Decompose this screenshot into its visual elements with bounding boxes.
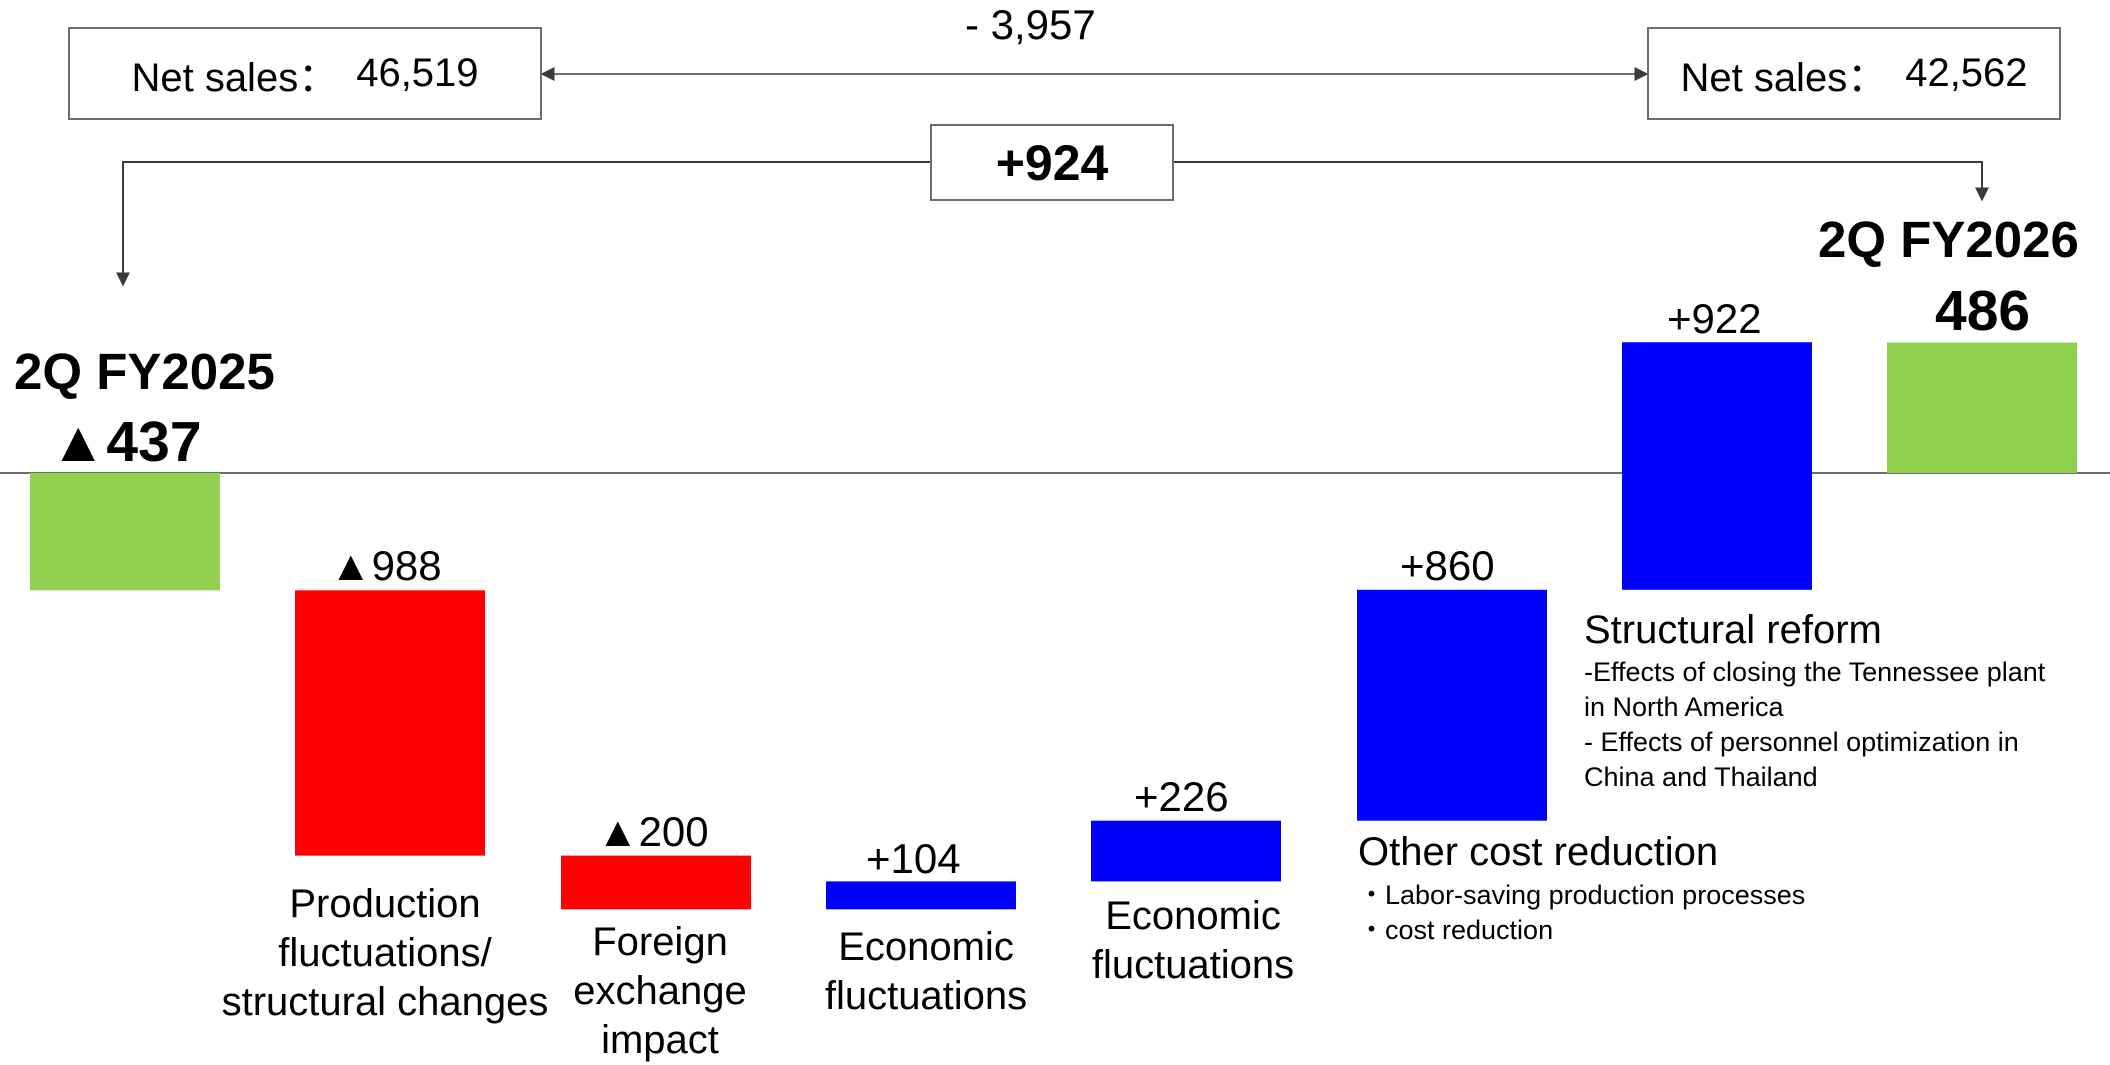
category-label-fx: Foreign exchange impact <box>551 918 769 1065</box>
category-label-structural: Structural reform <box>1584 608 1882 652</box>
notes-structural: -Effects of closing the Tennessee plant … <box>1584 655 2045 795</box>
bar-step-1 <box>295 590 485 856</box>
note-line: in North America <box>1584 692 1784 722</box>
bar-step-3 <box>826 881 1016 910</box>
net-sales-right-value: 42,562 <box>1905 51 2028 95</box>
end-period-label: 2Q FY2026 <box>1818 211 2079 268</box>
data-label-structural: +922 <box>1667 295 1762 342</box>
category-label-line: Economic <box>1105 894 1281 938</box>
bar-start-total <box>30 473 220 591</box>
note-line: - Effects of personnel optimization in <box>1584 727 2019 757</box>
net-sales-left-box: Net sales： 46,519 <box>68 27 542 120</box>
data-label-fx: ▲200 <box>597 808 709 855</box>
note-line: -Effects of closing the Tennessee plant <box>1584 657 2046 687</box>
total-change-box: +924 <box>930 124 1174 201</box>
category-label-line: impact <box>601 1018 719 1062</box>
category-label-line: Production <box>289 882 481 926</box>
net-sales-right-box: Net sales： 42,562 <box>1647 27 2061 120</box>
category-label-line: structural changes <box>221 980 549 1024</box>
note-line: ・Labor-saving production processes <box>1358 880 1806 910</box>
connector-to-end <box>1174 161 1989 202</box>
start-period-value: ▲437 <box>50 410 202 474</box>
total-change-value: +924 <box>995 134 1109 191</box>
category-label-other-cost: Other cost reduction <box>1358 830 1719 874</box>
category-label-line: fluctuations <box>824 974 1028 1018</box>
data-label-econ1: +104 <box>866 835 961 882</box>
note-line: ・cost reduction <box>1358 915 1554 945</box>
bar-end-total <box>1887 342 2077 473</box>
note-line: China and Thailand <box>1584 762 1818 792</box>
data-label-production: ▲988 <box>330 542 442 589</box>
net-sales-left-label: Net sales： <box>131 55 339 100</box>
data-label-other-cost: +860 <box>1400 542 1495 589</box>
bar-step-5 <box>1357 589 1547 821</box>
bar-step-2 <box>561 855 751 910</box>
start-period-label: 2Q FY2025 <box>14 343 275 400</box>
notes-other-cost: ・Labor-saving production processes ・cost… <box>1358 878 1805 948</box>
category-label-line: Foreign <box>592 920 728 964</box>
category-label-line: fluctuations/ <box>278 931 492 975</box>
net-sales-left-value: 46,519 <box>356 51 479 95</box>
category-label-econ1: Economic fluctuations <box>815 923 1037 1021</box>
bar-step-4 <box>1091 820 1281 882</box>
connector-to-start <box>116 161 930 287</box>
bar-step-6 <box>1622 342 1812 590</box>
category-label-production: Production fluctuations/ structural chan… <box>218 880 552 1027</box>
net-sales-right-label: Net sales： <box>1680 55 1888 100</box>
end-period-value: 486 <box>1935 279 2031 343</box>
category-label-line: exchange <box>573 969 747 1013</box>
category-label-econ2: Economic fluctuations <box>1082 892 1304 990</box>
category-label-line: Economic <box>838 925 1014 969</box>
net-sales-change: - 3,957 <box>965 1 1096 48</box>
category-label-line: fluctuations <box>1091 943 1295 987</box>
data-label-econ2: +226 <box>1134 773 1229 820</box>
